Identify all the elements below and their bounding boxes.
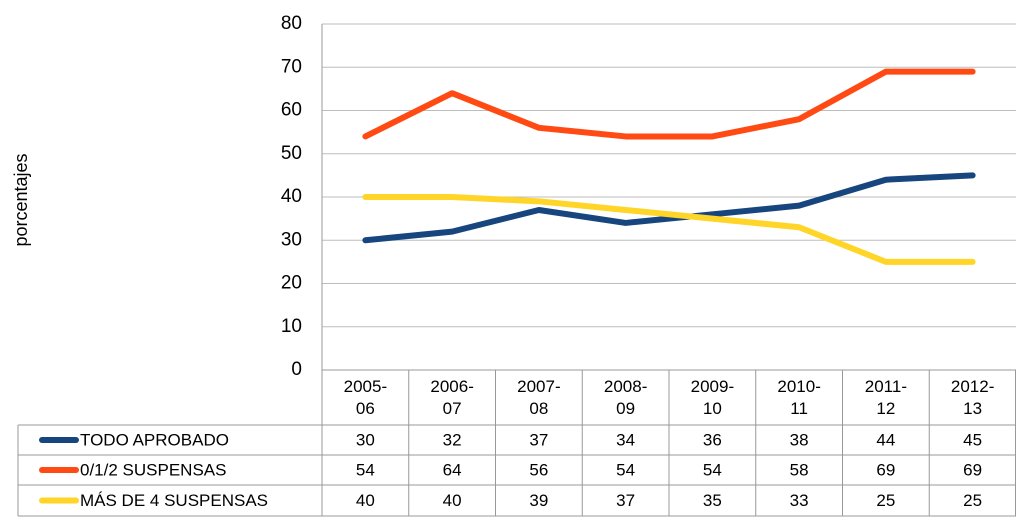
y-tick-label: 40 (281, 186, 302, 207)
table-value: 54 (356, 460, 375, 479)
table-value: 34 (616, 430, 635, 449)
table-value: 40 (356, 491, 375, 510)
table-value: 54 (616, 460, 635, 479)
table-value: 58 (790, 460, 809, 479)
table-value: 45 (963, 430, 982, 449)
x-tick-label: 2008-09 (582, 370, 669, 425)
y-tick-label: 60 (281, 100, 302, 121)
category-text: 2012-13 (950, 376, 995, 418)
category-text: 2007-08 (517, 376, 561, 418)
table-value: 25 (876, 491, 895, 510)
x-tick-label: 2005-06 (322, 370, 409, 425)
table-value: 69 (876, 460, 895, 479)
y-tick-label: 70 (281, 56, 302, 77)
table-value: 54 (703, 460, 722, 479)
x-tick-label: 2006-07 (409, 370, 496, 425)
table-value: 32 (443, 430, 462, 449)
y-tick-label: 10 (281, 316, 302, 337)
x-tick-label: 2009-10 (669, 370, 756, 425)
y-tick-label: 80 (281, 13, 302, 34)
table-value: 39 (529, 491, 548, 510)
line-series (362, 194, 976, 265)
line-series (362, 68, 976, 140)
table-value: 30 (356, 430, 375, 449)
table-value: 44 (876, 430, 895, 449)
x-tick-label: 2007-08 (496, 370, 583, 425)
y-tick-label: 0 (291, 359, 302, 380)
x-tick-label: 2011-12 (843, 370, 930, 425)
table-value: 56 (529, 460, 548, 479)
table-value: 33 (790, 491, 809, 510)
y-tick-label: 50 (281, 143, 302, 164)
category-text: 2009-10 (690, 376, 735, 418)
table-value: 37 (529, 430, 548, 449)
y-axis-label: porcentajes (11, 153, 31, 246)
table-value: 36 (703, 430, 722, 449)
y-tick-label: 30 (281, 229, 302, 250)
line-series (362, 172, 976, 244)
table-value: 69 (963, 460, 982, 479)
legend-label: TODO APROBADO (80, 430, 229, 449)
legend-label: MÁS DE 4 SUSPENSAS (80, 491, 268, 510)
category-text: 2011-12 (864, 376, 907, 418)
x-tick-label: 2010-11 (756, 370, 843, 425)
y-tick-label: 20 (281, 273, 302, 294)
category-text: 2005-06 (343, 376, 388, 418)
table-value: 37 (616, 491, 635, 510)
table-value: 25 (963, 491, 982, 510)
category-text: 2006-07 (430, 376, 474, 418)
table-value: 40 (443, 491, 462, 510)
table-value: 35 (703, 491, 722, 510)
legend-label: 0/1/2 SUSPENSAS (80, 460, 226, 479)
x-tick-label: 2012-13 (929, 370, 1016, 425)
table-value: 64 (443, 460, 462, 479)
category-text: 2010-11 (777, 376, 821, 418)
table-value: 38 (790, 430, 809, 449)
category-text: 2008-09 (603, 376, 648, 418)
